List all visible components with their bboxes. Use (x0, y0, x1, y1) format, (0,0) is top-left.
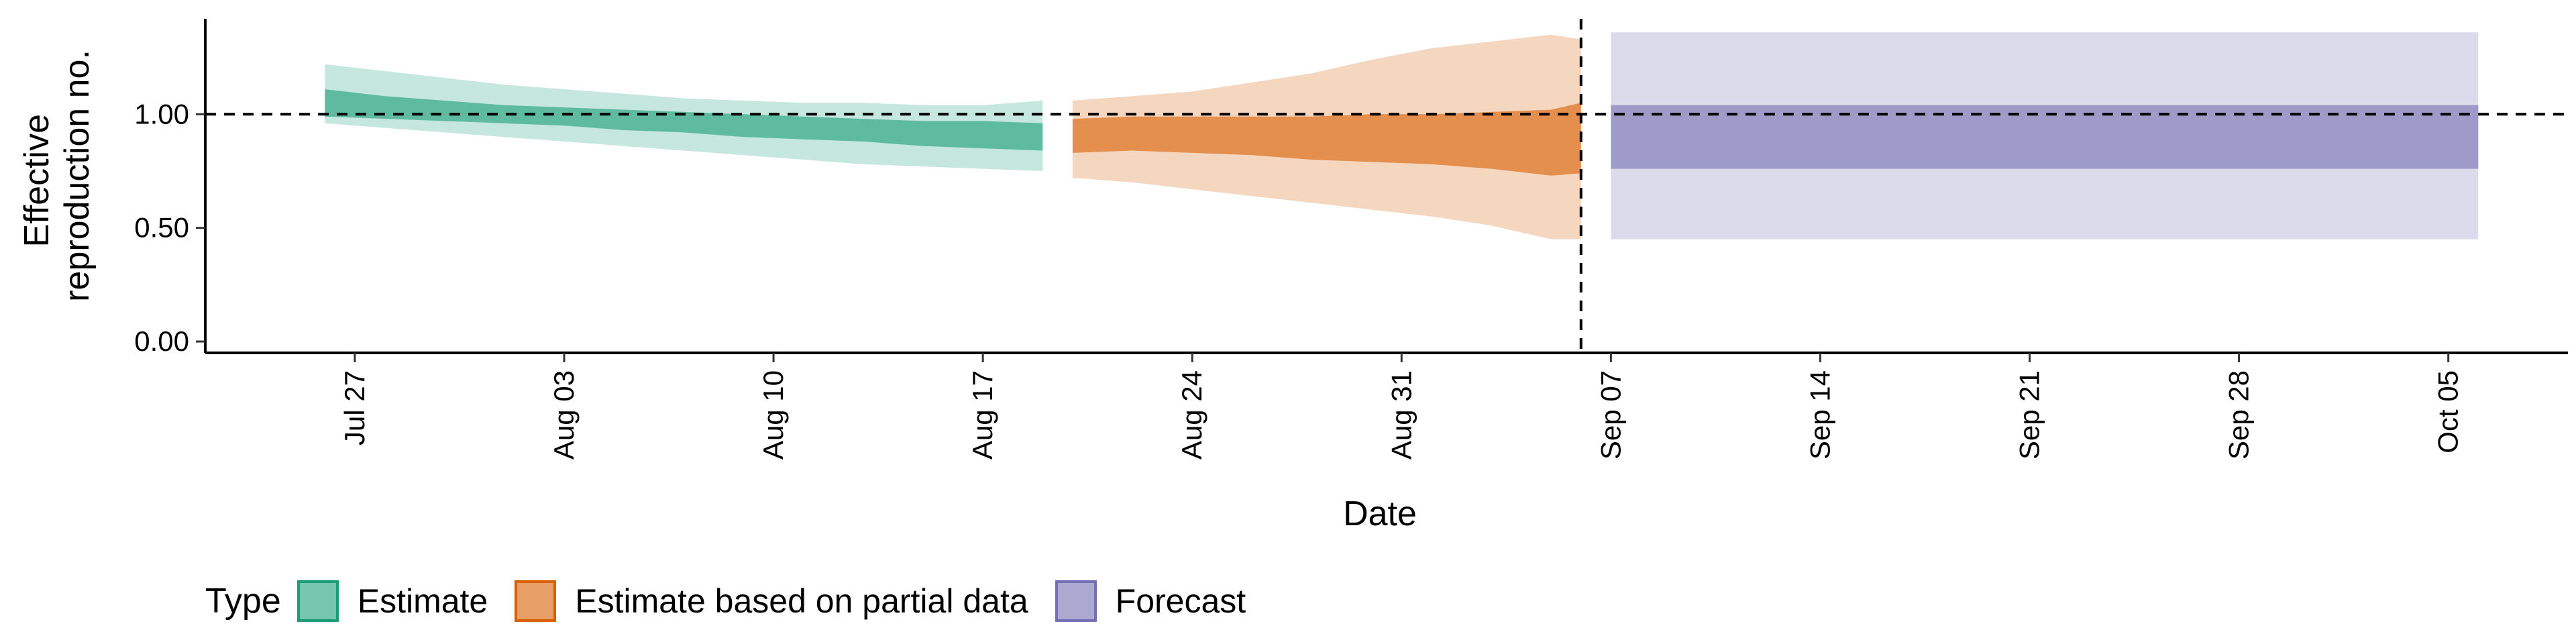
x-axis-title: Date (1343, 494, 1417, 533)
x-tick-label: Aug 24 (1176, 370, 1208, 460)
legend-key-forecast (1055, 580, 1097, 622)
tick-labels: 0.00 0.50 1.00 Jul 27 Aug 03 Aug 10 Aug 17 Aug … (134, 98, 2463, 460)
legend: Type Estimate Estimate based on partial … (205, 574, 1273, 628)
y-tick-label: 0.50 (134, 212, 189, 244)
y-axis-title-line-2: reproduction no. (58, 50, 97, 302)
y-axis-title-line-1: Effective (17, 114, 56, 247)
x-tick-label: Aug 10 (757, 370, 789, 460)
x-tick-label: Oct 05 (2432, 370, 2464, 453)
x-tick-label: Aug 31 (1385, 370, 1417, 460)
chart: 0.00 0.50 1.00 Jul 27 Aug 03 Aug 10 Aug 17 Aug … (17, 19, 2568, 533)
estimate-based-on-partial-data-inner-band (1072, 103, 1581, 176)
x-tick-label: Sep 21 (2014, 370, 2045, 460)
y-axis-title: Effective reproduction no. (17, 50, 97, 302)
y-tick-label: 1.00 (134, 98, 189, 129)
x-tick-label: Sep 28 (2223, 370, 2255, 460)
x-tick-label: Sep 07 (1595, 370, 1626, 460)
x-tick-label: Jul 27 (339, 370, 370, 445)
y-tick-label: 0.00 (134, 325, 189, 357)
estimate-inner-band (325, 89, 1043, 151)
x-tick-label: Aug 03 (548, 370, 580, 460)
legend-label-partial-data: Estimate based on partial data (575, 582, 1028, 620)
bands-layer (325, 32, 2479, 239)
legend-key-partial-data (515, 580, 557, 622)
legend-title: Type (205, 582, 281, 621)
legend-label-estimate: Estimate (357, 582, 488, 620)
x-tick-label: Sep 14 (1804, 370, 1835, 460)
axes-layer (196, 19, 2568, 362)
legend-label-forecast: Forecast (1115, 582, 1246, 620)
forecast-inner-band (1611, 105, 2479, 169)
x-tick-label: Aug 17 (967, 370, 998, 460)
legend-key-estimate (297, 580, 339, 622)
